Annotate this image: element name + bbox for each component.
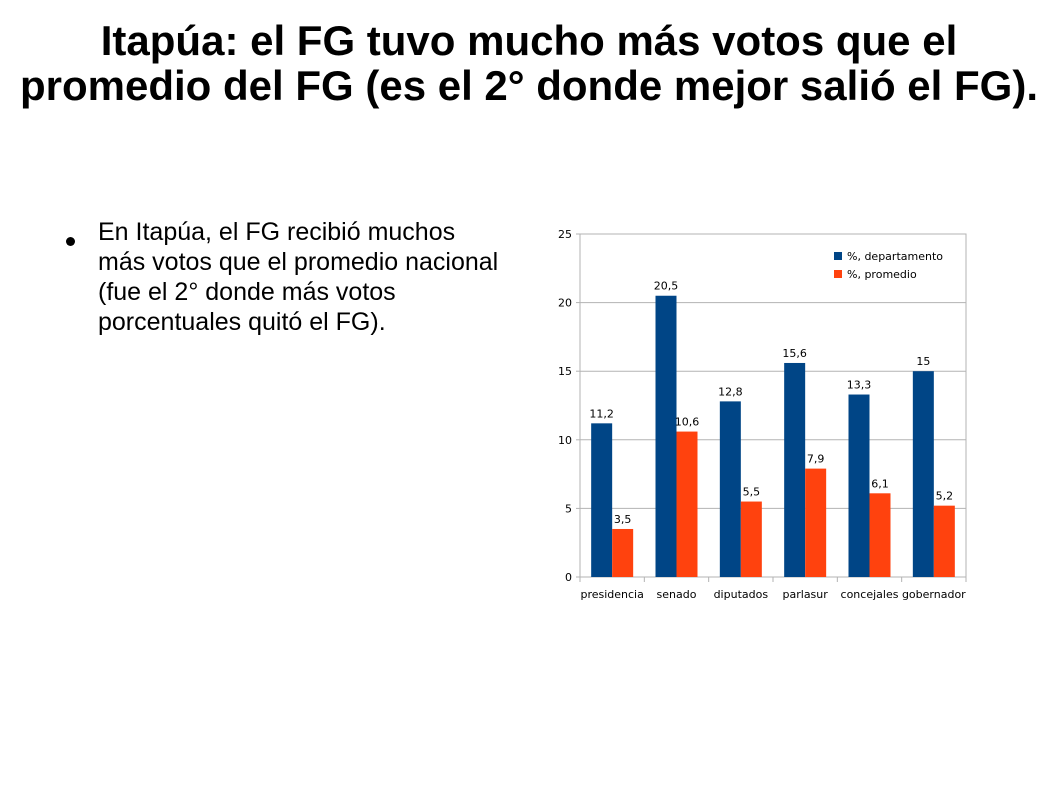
bar — [740, 501, 762, 577]
data-label: 15 — [916, 355, 930, 368]
x-tick-label: senado — [657, 588, 697, 601]
x-tick-label: diputados — [714, 588, 769, 601]
bar — [719, 401, 741, 577]
data-label: 13,3 — [847, 379, 872, 392]
data-label: 15,6 — [782, 347, 807, 360]
data-label: 3,5 — [614, 513, 632, 526]
data-label: 20,5 — [654, 280, 679, 293]
x-tick-label: presidencia — [580, 588, 643, 601]
bar — [848, 394, 870, 577]
plot-frame — [579, 233, 967, 578]
bar — [676, 431, 698, 577]
x-tick-label: gobernador — [902, 588, 966, 601]
data-label: 11,2 — [589, 407, 614, 420]
legend-swatch — [834, 270, 842, 278]
x-tick-label: concejales — [841, 588, 899, 601]
x-tick-label: parlasur — [783, 588, 829, 601]
bar — [912, 371, 934, 577]
bar-chart: 11,2 20,5 12,8 15,6 13,3 15 3,5 10,6 5,5 7,9 6,1 5,… — [558, 228, 967, 601]
slide-title: Itapúa: el FG tuvo mucho más votos que e… — [20, 17, 1038, 110]
data-labels: 11,2 20,5 12,8 15,6 13,3 15 3,5 10,6 5,5 7,9 6,1 5,… — [589, 280, 953, 526]
legend-label: %, promedio — [847, 268, 917, 281]
bullet-item: En Itapúa, el FG recibió muchos más voto… — [66, 217, 506, 337]
legend-swatch — [834, 252, 842, 260]
bars — [591, 295, 955, 577]
bar — [869, 493, 891, 577]
bullet-text: En Itapúa, el FG recibió muchos más voto… — [98, 218, 499, 336]
data-label: 5,5 — [743, 486, 761, 499]
y-tick-label: 15 — [558, 365, 572, 378]
bar — [933, 505, 955, 577]
y-tick-label: 0 — [565, 571, 572, 584]
y-tick-label: 5 — [565, 502, 572, 515]
y-tick-label: 10 — [558, 434, 572, 447]
data-label: 7,9 — [807, 453, 825, 466]
y-tick-label: 25 — [558, 228, 572, 241]
data-label: 5,2 — [936, 490, 954, 503]
legend: %, departamento %, promedio — [834, 250, 943, 281]
y-tick-label: 20 — [558, 297, 572, 310]
axes: 0 5 10 15 20 25 presidencia senado diputados parl… — [558, 228, 967, 601]
grid-lines — [579, 233, 967, 578]
bar — [805, 468, 827, 577]
data-label: 10,6 — [675, 416, 700, 429]
bullet-dot — [66, 237, 75, 246]
data-label: 12,8 — [718, 385, 743, 398]
data-label: 6,1 — [871, 477, 889, 490]
bar — [612, 528, 634, 577]
bar — [655, 295, 677, 577]
legend-label: %, departamento — [847, 250, 943, 263]
bar — [591, 423, 613, 577]
bar — [784, 362, 806, 577]
